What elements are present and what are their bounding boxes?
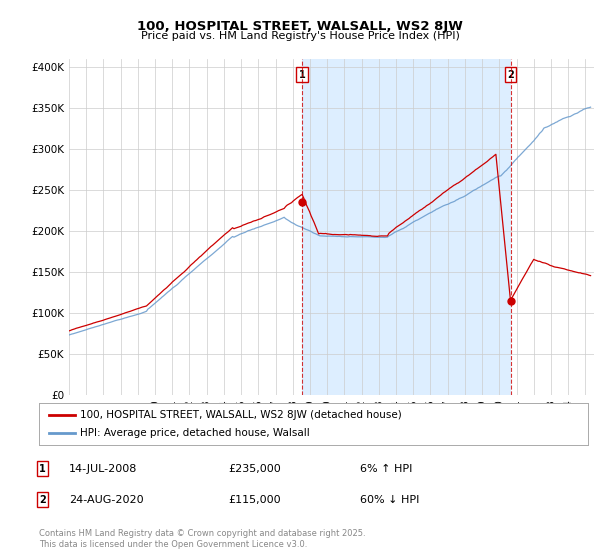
Text: 100, HOSPITAL STREET, WALSALL, WS2 8JW: 100, HOSPITAL STREET, WALSALL, WS2 8JW	[137, 20, 463, 32]
Text: 2: 2	[507, 70, 514, 80]
Text: Contains HM Land Registry data © Crown copyright and database right 2025.
This d: Contains HM Land Registry data © Crown c…	[39, 529, 365, 549]
Text: 100, HOSPITAL STREET, WALSALL, WS2 8JW (detached house): 100, HOSPITAL STREET, WALSALL, WS2 8JW (…	[80, 410, 402, 420]
Text: Price paid vs. HM Land Registry's House Price Index (HPI): Price paid vs. HM Land Registry's House …	[140, 31, 460, 41]
Text: HPI: Average price, detached house, Walsall: HPI: Average price, detached house, Wals…	[80, 428, 310, 438]
Text: 1: 1	[299, 70, 305, 80]
Text: 24-AUG-2020: 24-AUG-2020	[69, 494, 143, 505]
Text: £115,000: £115,000	[228, 494, 281, 505]
Text: 2: 2	[39, 494, 46, 505]
Text: 60% ↓ HPI: 60% ↓ HPI	[360, 494, 419, 505]
Text: 14-JUL-2008: 14-JUL-2008	[69, 464, 137, 474]
Text: £235,000: £235,000	[228, 464, 281, 474]
Text: 6% ↑ HPI: 6% ↑ HPI	[360, 464, 412, 474]
Text: 1: 1	[39, 464, 46, 474]
Bar	[302, 59, 511, 395]
